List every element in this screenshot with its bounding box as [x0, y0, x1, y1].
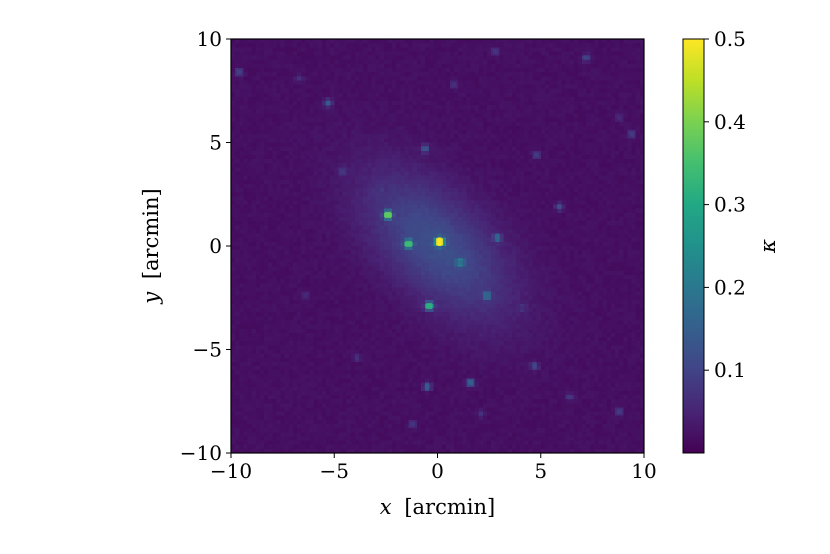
- x-tick-label-2: 0: [431, 459, 444, 483]
- y-tick-label-0: −10: [180, 441, 222, 465]
- peak-mark-27: [617, 115, 622, 120]
- colorbar-tick-label-3: 0.4: [714, 110, 746, 134]
- peak-mark-23: [451, 82, 457, 87]
- peak-mark-8: [424, 384, 430, 390]
- peak-mark-9: [325, 100, 331, 106]
- peak-mark-24: [354, 355, 360, 360]
- peak-mark-0: [436, 238, 444, 246]
- colorbar-tick-label-0: 0.1: [714, 358, 746, 382]
- peak-mark-2: [405, 240, 412, 247]
- peak-mark-5: [484, 293, 490, 299]
- peak-mark-18: [410, 421, 415, 427]
- peak-mark-14: [236, 69, 242, 75]
- x-tick-label-4: 10: [631, 459, 656, 483]
- peak-mark-21: [493, 49, 498, 54]
- x-tick-label-3: 5: [534, 459, 547, 483]
- x-axis-label: x [arcmin]: [380, 495, 495, 519]
- peak-mark-12: [532, 363, 537, 369]
- convergence-heatmap: [231, 39, 644, 453]
- y-axis-label: y [arcmin]: [139, 188, 163, 304]
- peak-mark-13: [583, 55, 589, 60]
- peak-mark-17: [616, 409, 622, 414]
- x-tick-label-1: −5: [320, 459, 349, 483]
- colorbar-label: κ: [756, 239, 780, 254]
- peak-mark-26: [303, 293, 308, 298]
- y-tick-label-4: 10: [197, 27, 222, 51]
- x-axis: −10 −5 0 5 10: [210, 453, 657, 483]
- peak-mark-4: [457, 260, 463, 266]
- peak-mark-28: [519, 305, 525, 311]
- colorbar-tick-label-1: 0.2: [714, 275, 746, 299]
- heatmap-image: [231, 39, 644, 453]
- peak-mark-16: [629, 131, 634, 137]
- peak-mark-6: [494, 235, 500, 241]
- colorbar-tick-label-4: 0.5: [714, 27, 746, 51]
- colorbar: [682, 38, 705, 454]
- peak-mark-7: [468, 380, 474, 386]
- peak-mark-29: [375, 187, 380, 193]
- y-axis: −10 −5 0 5 10: [180, 27, 231, 465]
- y-tick-label-1: −5: [193, 338, 222, 362]
- colorbar-ticks: 0.1 0.2 0.3 0.4 0.5: [704, 27, 746, 382]
- peak-mark-20: [340, 169, 345, 174]
- peak-mark-10: [422, 146, 428, 152]
- peak-mark-3: [426, 303, 433, 309]
- peak-mark-1: [384, 211, 392, 219]
- peak-mark-11: [556, 204, 562, 210]
- x-tick-label-0: −10: [210, 459, 252, 483]
- peak-mark-19: [567, 394, 572, 400]
- y-tick-label-2: 0: [209, 234, 222, 258]
- peak-mark-15: [534, 152, 539, 158]
- colorbar-tick-label-2: 0.3: [714, 193, 746, 217]
- y-tick-label-3: 5: [209, 131, 222, 155]
- peak-mark-25: [478, 411, 484, 416]
- peak-mark-22: [296, 76, 302, 81]
